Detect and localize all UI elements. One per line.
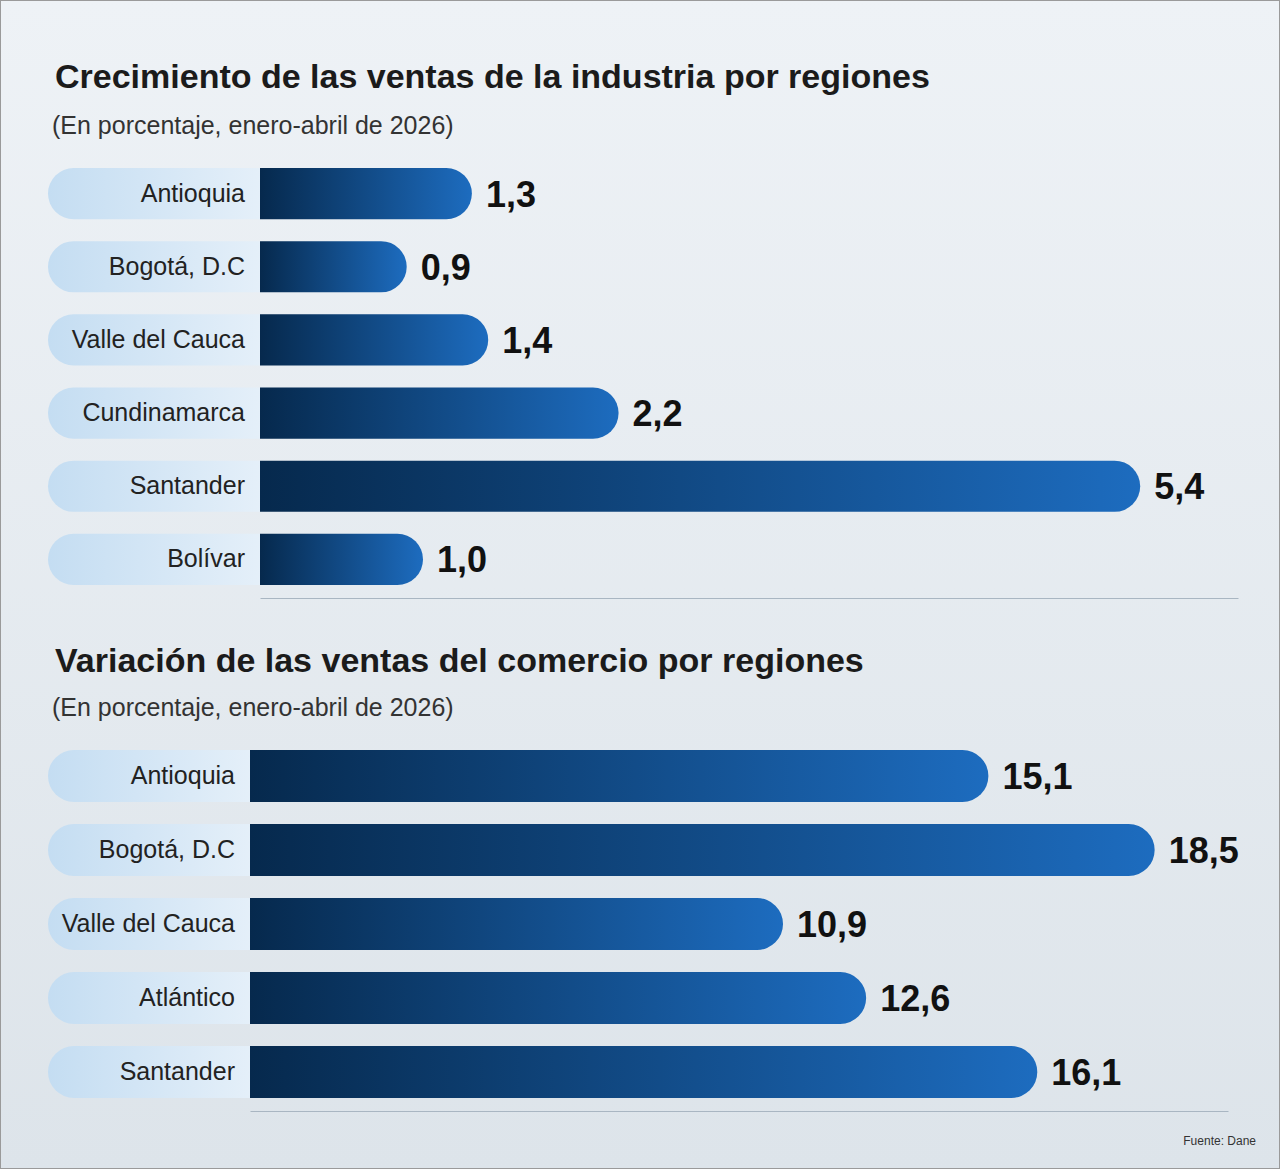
data-label: 1,3 — [486, 174, 536, 215]
axis-line — [235, 740, 236, 1110]
label-pills — [48, 168, 290, 585]
bar — [250, 1046, 1037, 1098]
tick-label: Antioquia — [131, 761, 235, 789]
source-note: Fuente: Dane — [1183, 1134, 1256, 1148]
background — [1, 1, 1280, 1169]
tick: Valle del Cauca — [72, 325, 245, 353]
chart-subtitle: (En porcentaje, enero-abril de 2026) — [52, 693, 454, 721]
label-pill — [48, 750, 280, 802]
category-axis: Antioquia Bogotá, D.C Valle del Cauca Atlán… — [62, 740, 236, 1110]
value-axis — [261, 598, 1239, 599]
bar — [260, 534, 423, 585]
axis-line — [251, 1111, 1229, 1112]
tick-label: Bolívar — [167, 544, 245, 572]
label-pill — [48, 168, 290, 219]
bar — [250, 972, 866, 1024]
bar — [250, 750, 988, 802]
tick-label: Santander — [130, 471, 245, 499]
tick: Antioquia — [141, 179, 245, 207]
label-pills — [48, 750, 280, 1098]
tick: Antioquia — [131, 761, 235, 789]
label-pill — [48, 461, 290, 512]
bar — [260, 461, 1140, 512]
bars — [260, 168, 1140, 585]
bar — [260, 168, 472, 219]
bar — [250, 898, 783, 950]
category-axis: Antioquia Bogotá, D.C Valle del Cauca Cundi… — [72, 158, 246, 597]
tick: Santander — [120, 1057, 235, 1085]
data-label: 18,5 — [1169, 830, 1239, 871]
bar — [260, 241, 407, 292]
chart-panel: Variación de las ventas del comercio por… — [48, 641, 1256, 1148]
data-label: 15,1 — [1002, 756, 1072, 797]
tick-label: Valle del Cauca — [72, 325, 245, 353]
data-label: 2,2 — [633, 393, 683, 434]
chart-canvas: Crecimiento de las ventas de la industri… — [0, 0, 1280, 1169]
label-pill — [48, 314, 290, 365]
tick: Bogotá, D.C — [99, 835, 235, 863]
data-label: 1,4 — [502, 320, 552, 361]
tick: Santander — [130, 471, 245, 499]
data-label: 12,6 — [880, 978, 950, 1019]
tick-label: Bogotá, D.C — [99, 835, 235, 863]
label-pill — [48, 387, 290, 438]
label-pill — [48, 534, 290, 585]
label-pill — [48, 972, 280, 1024]
bar — [260, 387, 619, 438]
axis-line — [261, 598, 1239, 599]
tick: Valle del Cauca — [62, 909, 235, 937]
label-pill — [48, 241, 290, 292]
label-pill — [48, 898, 280, 950]
chart-title: Variación de las ventas del comercio por… — [55, 641, 864, 679]
tick: Cundinamarca — [82, 398, 245, 426]
tick-label: Valle del Cauca — [62, 909, 235, 937]
tick-label: Atlántico — [139, 983, 235, 1011]
chart-subtitle: (En porcentaje, enero-abril de 2026) — [52, 111, 454, 139]
bar — [250, 824, 1155, 876]
data-label: 1,0 — [437, 539, 487, 580]
chart-title: Crecimiento de las ventas de la industri… — [55, 57, 930, 95]
label-pill — [48, 824, 280, 876]
value-axis — [251, 1111, 1229, 1112]
bar — [260, 314, 488, 365]
chart-panel: Crecimiento de las ventas de la industri… — [48, 57, 1239, 599]
tick-label: Santander — [120, 1057, 235, 1085]
tick-label: Bogotá, D.C — [109, 252, 245, 280]
data-label: 0,9 — [421, 247, 471, 288]
tick-label: Cundinamarca — [82, 398, 245, 426]
data-label: 5,4 — [1154, 466, 1204, 507]
data-labels: 1,3 0,9 1,4 2,2 5,4 1,0 — [421, 174, 1205, 581]
data-label: 10,9 — [797, 904, 867, 945]
data-labels: 15,1 18,5 10,9 12,6 16,1 — [797, 756, 1239, 1093]
tick: Atlántico — [139, 983, 235, 1011]
label-pill — [48, 1046, 280, 1098]
tick: Bogotá, D.C — [109, 252, 245, 280]
bars — [250, 750, 1155, 1098]
tick-label: Antioquia — [141, 179, 245, 207]
tick: Bolívar — [167, 544, 245, 572]
axis-line — [245, 158, 246, 597]
data-label: 16,1 — [1051, 1052, 1121, 1093]
